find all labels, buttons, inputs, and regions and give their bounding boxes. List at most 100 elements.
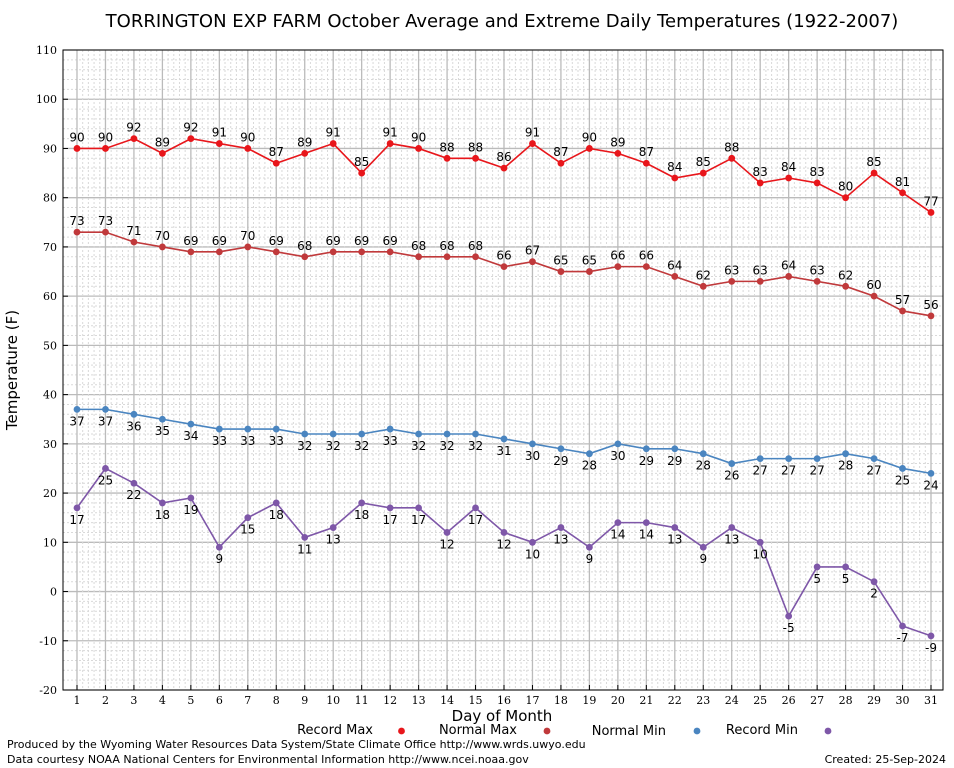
y-tick-label: 10 (43, 536, 57, 549)
x-tick-label: 8 (273, 694, 280, 707)
x-tick-label: 26 (782, 694, 796, 707)
data-label: 33 (382, 434, 397, 448)
data-point (870, 169, 878, 177)
data-label: 31 (496, 444, 511, 458)
data-point (699, 450, 707, 458)
data-label: 69 (326, 234, 341, 248)
legend-marker (693, 727, 701, 735)
data-label: 69 (354, 234, 369, 248)
data-point (500, 529, 508, 536)
data-point (159, 415, 166, 423)
data-point (728, 460, 736, 467)
x-tick-label: 30 (896, 694, 910, 707)
data-point (215, 248, 223, 256)
data-point (386, 504, 394, 512)
data-label: 63 (753, 263, 768, 277)
data-label: 90 (98, 130, 113, 144)
data-point (415, 430, 422, 438)
data-point (671, 273, 679, 280)
data-label: 83 (809, 165, 824, 179)
data-label: 65 (553, 254, 568, 268)
x-tick-label: 14 (440, 694, 454, 707)
data-label: 73 (69, 214, 84, 228)
data-point (443, 529, 451, 536)
data-point (187, 248, 195, 256)
x-tick-label: 16 (497, 694, 511, 707)
data-label: 87 (269, 145, 284, 159)
data-point (358, 169, 366, 177)
data-point (557, 445, 565, 453)
data-point (728, 277, 736, 285)
data-label: 86 (496, 150, 511, 164)
x-tick-label: 13 (412, 694, 426, 707)
data-label: 18 (155, 508, 170, 522)
data-label: 13 (724, 533, 739, 547)
data-point (159, 149, 166, 157)
data-label: 60 (866, 278, 881, 292)
chart-title: TORRINGTON EXP FARM October Average and … (105, 11, 899, 32)
data-point (813, 563, 821, 571)
data-point (614, 519, 622, 527)
data-label: 32 (439, 439, 454, 453)
y-tick-label: 70 (43, 241, 57, 254)
data-label: 92 (183, 121, 198, 135)
data-point (386, 248, 394, 256)
data-point (728, 154, 736, 162)
data-label: 13 (553, 533, 568, 547)
data-point (756, 538, 764, 546)
legend-item: Normal Max (439, 723, 551, 738)
x-tick-label: 15 (469, 694, 483, 707)
data-point (842, 282, 849, 290)
data-label: 34 (183, 429, 198, 443)
data-point (130, 479, 138, 487)
data-label: 33 (240, 434, 255, 448)
legend: Record Max Normal Max Normal Min Record Min (297, 723, 832, 739)
data-label: 32 (297, 439, 312, 453)
data-label: 89 (155, 135, 170, 149)
data-label: 27 (866, 464, 881, 478)
data-label: 17 (468, 513, 483, 527)
data-label: 29 (639, 454, 654, 468)
data-point (614, 263, 622, 271)
data-label: 32 (354, 439, 369, 453)
data-point (500, 435, 508, 443)
data-label: 69 (382, 234, 397, 248)
data-point (927, 632, 935, 640)
data-point (529, 140, 536, 147)
data-point (899, 622, 906, 630)
data-point (130, 135, 138, 143)
data-label: 18 (354, 508, 369, 522)
data-point (642, 519, 650, 527)
data-label: 29 (553, 454, 568, 468)
data-label: 30 (610, 449, 625, 463)
data-point (73, 504, 81, 512)
x-tick-label: 25 (753, 694, 767, 707)
data-point (699, 169, 707, 177)
data-point (642, 159, 650, 167)
data-point (785, 273, 793, 280)
legend-label: Record Max (297, 723, 373, 738)
data-label: 15 (240, 523, 255, 537)
plot-frame (62, 49, 944, 691)
data-point (529, 258, 536, 266)
data-label: 91 (382, 126, 397, 140)
x-tick-label: 31 (924, 694, 938, 707)
data-label: 66 (496, 249, 511, 263)
legend-label: Normal Min (592, 724, 666, 739)
data-label: 64 (667, 258, 682, 272)
y-tick-label: 40 (43, 389, 57, 402)
data-point (272, 499, 280, 507)
data-label: -9 (925, 641, 937, 655)
data-point (415, 253, 422, 261)
data-label: 67 (525, 244, 540, 258)
data-label: 88 (468, 140, 483, 154)
data-label: 63 (809, 263, 824, 277)
data-point (386, 140, 394, 147)
x-tick-label: 1 (74, 694, 81, 707)
data-label: 85 (866, 155, 881, 169)
data-point (671, 445, 679, 453)
data-label: 66 (639, 249, 654, 263)
data-point (927, 469, 935, 477)
footer-created-date: Created: 25-Sep-2024 (825, 753, 946, 766)
